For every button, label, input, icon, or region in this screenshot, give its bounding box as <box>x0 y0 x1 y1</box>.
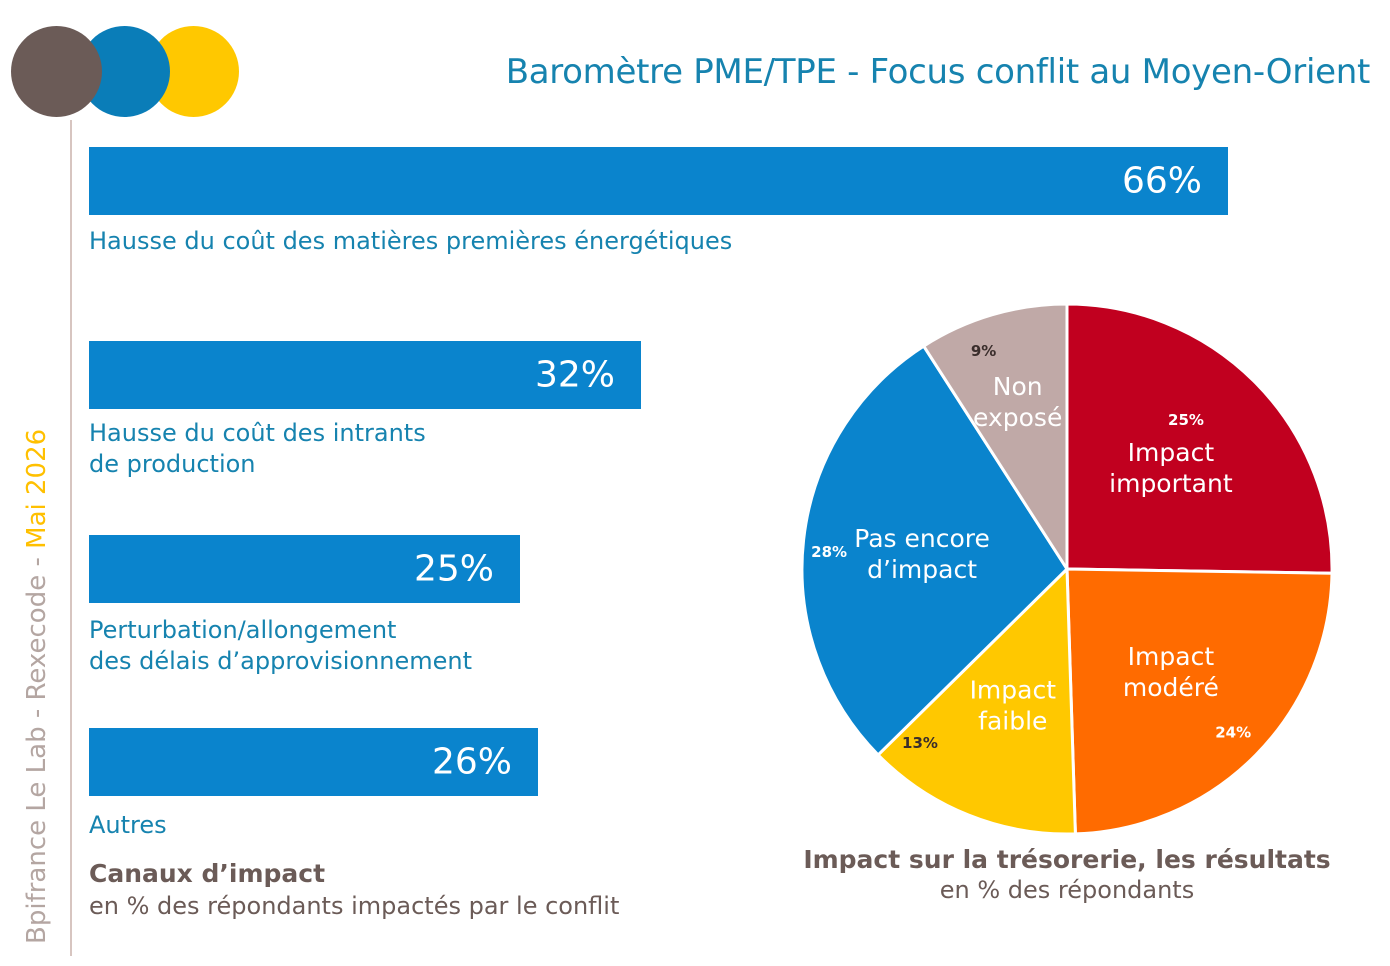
pie-slice-label: Pas encore d’impact <box>854 524 990 584</box>
bar-category-label-line: Hausse du coût des matières premières én… <box>89 227 733 255</box>
bar-3: 25% <box>89 535 520 603</box>
pie-slice-5 <box>921 302 1069 575</box>
pie-chart-subtitle: en % des répondants <box>939 876 1195 904</box>
logo-circle-brown <box>11 26 102 117</box>
bar-value-label: 26% <box>431 741 512 783</box>
bar-2: 32% <box>89 341 641 409</box>
pie-chart-title: Impact sur la trésorerie, les résultats <box>803 845 1331 874</box>
vertical-divider <box>70 120 72 956</box>
bar-value-label: 32% <box>534 354 615 396</box>
bar-category-label-line: des délais d’approvisionnement <box>89 647 473 675</box>
pie-slice-value-label: 24% <box>1215 724 1251 742</box>
bar-category-label-line: Hausse du coût des intrants <box>89 419 426 447</box>
pie-slice-value-label: 13% <box>902 734 938 752</box>
bar-category-label: Hausse du coût des intrants de production <box>89 418 426 480</box>
bar-category-label: Autres <box>89 810 167 841</box>
bar-value-label: 66% <box>1121 160 1202 202</box>
pie-slice-value-label: 9% <box>971 342 996 360</box>
bar-chart-subtitle: en % des répondants impactés par le conf… <box>89 892 620 920</box>
pie-slice-value-label: 28% <box>811 543 847 561</box>
page-title: Baromètre PME/TPE - Focus conflit au Moy… <box>505 52 1371 92</box>
bar-category-label-line: de production <box>89 450 256 478</box>
bar-chart-caption: Canaux d’impact en % des répondants impa… <box>89 858 619 922</box>
bar-category-label: Perturbation/allongement des délais d’app… <box>89 615 472 677</box>
pie-slice-4 <box>800 344 1069 758</box>
bar-chart-title: Canaux d’impact <box>89 859 326 888</box>
pie-slice-label: Impact faible <box>970 675 1057 735</box>
pie-slice-3 <box>875 565 1077 836</box>
bar-category-label-line: Autres <box>89 811 167 839</box>
bar-4: 26% <box>89 728 538 796</box>
pie-slice-2 <box>1065 567 1334 836</box>
bar-value-label: 25% <box>413 548 494 590</box>
bar-category-label-line: Perturbation/allongement <box>89 616 397 644</box>
bar-category-label: Hausse du coût des matières premières én… <box>89 226 732 257</box>
bar-1: 66% <box>89 147 1228 215</box>
pie-slice-value-label: 25% <box>1168 411 1204 429</box>
pie-slice-1 <box>1065 302 1334 575</box>
pie-slice-label: Non exposé <box>973 372 1062 432</box>
pie-slice-label: Impact important <box>1109 438 1233 498</box>
pie-chart-caption: Impact sur la trésorerie, les résultats … <box>803 844 1330 906</box>
pie-slice-label: Impact modéré <box>1123 642 1219 702</box>
